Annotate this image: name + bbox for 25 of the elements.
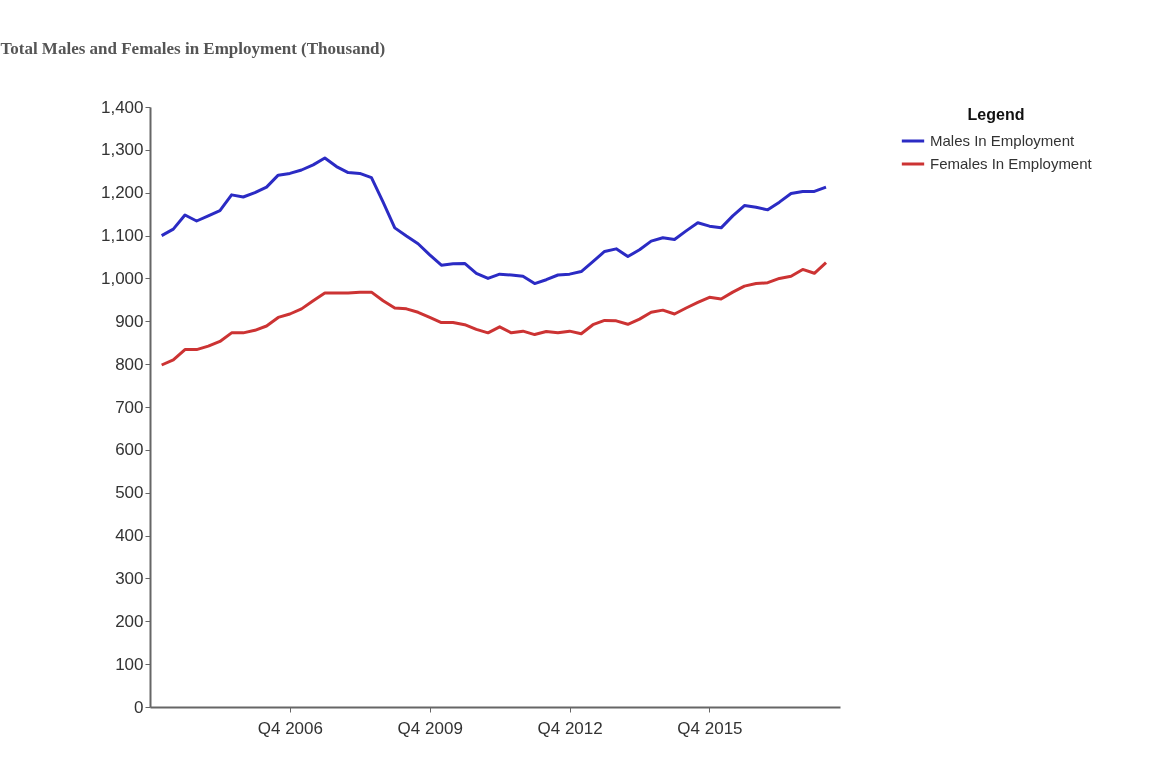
y-tick-label: 500	[115, 483, 144, 503]
y-tick-label: 200	[115, 611, 144, 631]
y-tick-label: 1,300	[100, 140, 144, 160]
y-tick-label: 100	[115, 654, 144, 674]
x-tick-label: Q4 2012	[537, 718, 603, 738]
y-tick-label: 1,000	[100, 268, 144, 288]
y-tick-label: 600	[115, 440, 144, 460]
y-tick-label: 1,400	[100, 97, 144, 117]
legend-label: Females In Employment	[930, 155, 1093, 172]
y-tick-label: 300	[115, 568, 144, 588]
y-tick-label: 1,100	[100, 226, 144, 246]
chart-title: Total Males and Females in Employment (Thousand)	[0, 39, 386, 58]
legend-label: Males In Employment	[930, 132, 1076, 149]
x-tick-label: Q4 2006	[257, 718, 323, 738]
line-series	[160, 156, 828, 286]
x-tick-label: Q4 2015	[677, 718, 743, 738]
y-tick-label: 700	[115, 397, 144, 417]
line-series	[160, 261, 828, 367]
y-tick-label: 400	[115, 526, 144, 546]
y-tick-label: 900	[115, 311, 144, 331]
y-tick-label: 800	[115, 354, 144, 374]
y-tick-label: 0	[134, 697, 144, 717]
x-tick-label: Q4 2009	[397, 718, 463, 738]
legend-title: Legend	[967, 106, 1025, 123]
y-tick-label: 1,200	[100, 183, 144, 203]
